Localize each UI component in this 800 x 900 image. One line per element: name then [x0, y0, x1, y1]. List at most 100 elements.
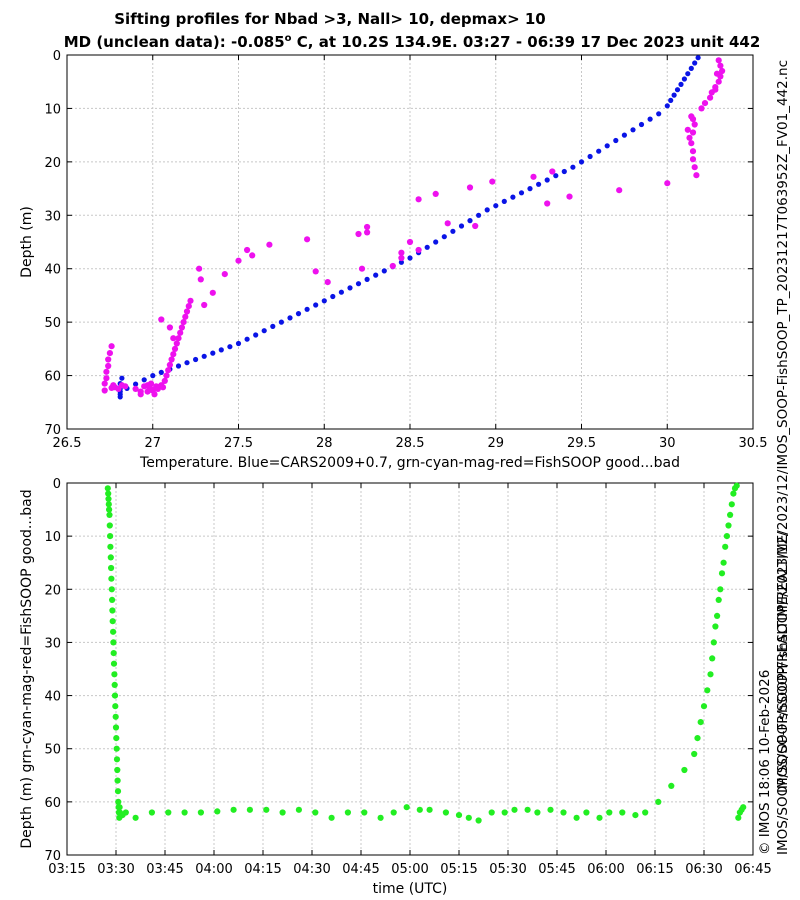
top-point-magenta — [389, 262, 396, 270]
top-point-blue — [175, 363, 182, 369]
bottom-point-green — [263, 806, 270, 813]
bottom-point-green — [642, 809, 649, 816]
top-xtick-label: 29 — [487, 436, 504, 451]
top-point-magenta — [689, 129, 697, 136]
bottom-point-green — [328, 814, 335, 821]
bottom-point-green — [230, 806, 237, 813]
top-point-blue — [476, 212, 482, 218]
top-point-blue — [587, 153, 593, 160]
bottom-point-green — [723, 533, 731, 540]
bottom-xtick-label: 05:00 — [391, 862, 428, 877]
bottom-xtick-label: 03:30 — [97, 862, 134, 877]
top-point-magenta — [304, 236, 311, 243]
top-point-blue — [201, 353, 207, 359]
bottom-point-green — [717, 586, 724, 593]
top-point-blue — [613, 137, 619, 144]
top-point-magenta — [693, 172, 700, 179]
top-point-magenta — [137, 391, 144, 398]
bottom-point-green — [390, 809, 397, 816]
top-point-magenta — [266, 241, 273, 248]
bottom-point-green — [113, 735, 120, 742]
bottom-point-green — [442, 809, 449, 816]
top-point-blue — [210, 350, 216, 356]
bottom-xlabel: time (UTC) — [373, 881, 448, 897]
top-point-blue — [433, 239, 439, 245]
top-point-blue — [338, 289, 344, 295]
bottom-point-green — [116, 804, 123, 811]
top-ytick-label: 60 — [44, 370, 61, 385]
top-ytick-label: 0 — [53, 49, 61, 64]
bottom-point-green — [691, 750, 698, 758]
top-point-blue — [656, 111, 662, 117]
bottom-frame — [66, 482, 754, 856]
bottom-point-green — [733, 482, 740, 489]
top-point-blue — [638, 121, 645, 128]
top-point-magenta — [364, 229, 371, 236]
top-point-blue — [664, 103, 670, 109]
bottom-point-green — [416, 806, 423, 813]
top-point-magenta — [415, 246, 422, 254]
top-point-blue — [501, 198, 507, 204]
top-point-blue — [295, 311, 302, 317]
top-point-blue — [133, 381, 139, 387]
top-point-blue — [261, 328, 267, 334]
top-point-magenta — [185, 303, 192, 310]
top-xtick-label: 30.5 — [739, 436, 768, 451]
top-point-blue — [304, 306, 310, 312]
top-point-blue — [117, 394, 123, 400]
bottom-point-green — [455, 812, 463, 819]
bottom-point-green — [107, 543, 114, 550]
bottom-point-green — [111, 671, 118, 678]
bottom-xtick-label: 05:45 — [538, 862, 575, 877]
title-line-2: MD (unclean data): -0.085o C, at 10.2S 1… — [64, 33, 761, 51]
top-point-magenta — [398, 254, 405, 262]
top-point-blue — [688, 65, 694, 71]
bottom-xtick-label: 04:15 — [244, 862, 281, 877]
bottom-point-green — [344, 809, 351, 816]
top-point-magenta — [175, 335, 182, 342]
top-point-magenta — [166, 324, 173, 331]
top-point-magenta — [197, 276, 204, 283]
top-point-blue — [647, 116, 653, 122]
top-point-blue — [141, 377, 147, 383]
top-point-blue — [270, 323, 276, 329]
bottom-point-green — [697, 719, 704, 726]
bottom-point-green — [114, 766, 121, 774]
top-ytick-label: 10 — [44, 102, 61, 117]
bottom-point-green — [715, 596, 722, 604]
top-point-magenta — [466, 184, 474, 191]
top-point-magenta — [566, 193, 573, 200]
top-point-magenta — [151, 391, 158, 398]
top-ytick-label: 50 — [44, 316, 61, 331]
bottom-point-green — [112, 713, 119, 720]
top-point-magenta — [165, 367, 172, 374]
bottom-point-green — [181, 809, 188, 816]
top-xtick-label: 29.5 — [567, 436, 596, 451]
top-point-magenta — [183, 308, 191, 315]
bottom-ytick-label: 50 — [44, 743, 61, 758]
top-point-magenta — [147, 385, 155, 392]
top-point-blue — [621, 132, 628, 138]
bottom-xtick-label: 06:45 — [734, 862, 771, 877]
top-point-magenta — [209, 289, 216, 296]
top-point-magenta — [530, 173, 537, 180]
bottom-point-green — [694, 735, 701, 742]
top-point-magenta — [719, 67, 726, 75]
top-point-blue — [630, 127, 636, 133]
top-xtick-label: 27.5 — [224, 436, 253, 451]
top-frame — [66, 54, 754, 430]
bottom-point-green — [488, 809, 495, 816]
bottom-point-green — [104, 485, 111, 492]
top-xtick-label: 28 — [316, 436, 333, 451]
top-point-magenta — [715, 78, 722, 85]
top-point-magenta — [364, 223, 371, 231]
bottom-point-green — [712, 623, 719, 630]
bottom-point-green — [115, 798, 122, 806]
top-point-magenta — [171, 345, 179, 352]
top-point-blue — [150, 373, 156, 379]
top-point-blue — [381, 268, 387, 274]
bottom-point-green — [108, 575, 115, 582]
top-ytick-label: 70 — [44, 423, 61, 438]
top-point-blue — [373, 272, 379, 278]
